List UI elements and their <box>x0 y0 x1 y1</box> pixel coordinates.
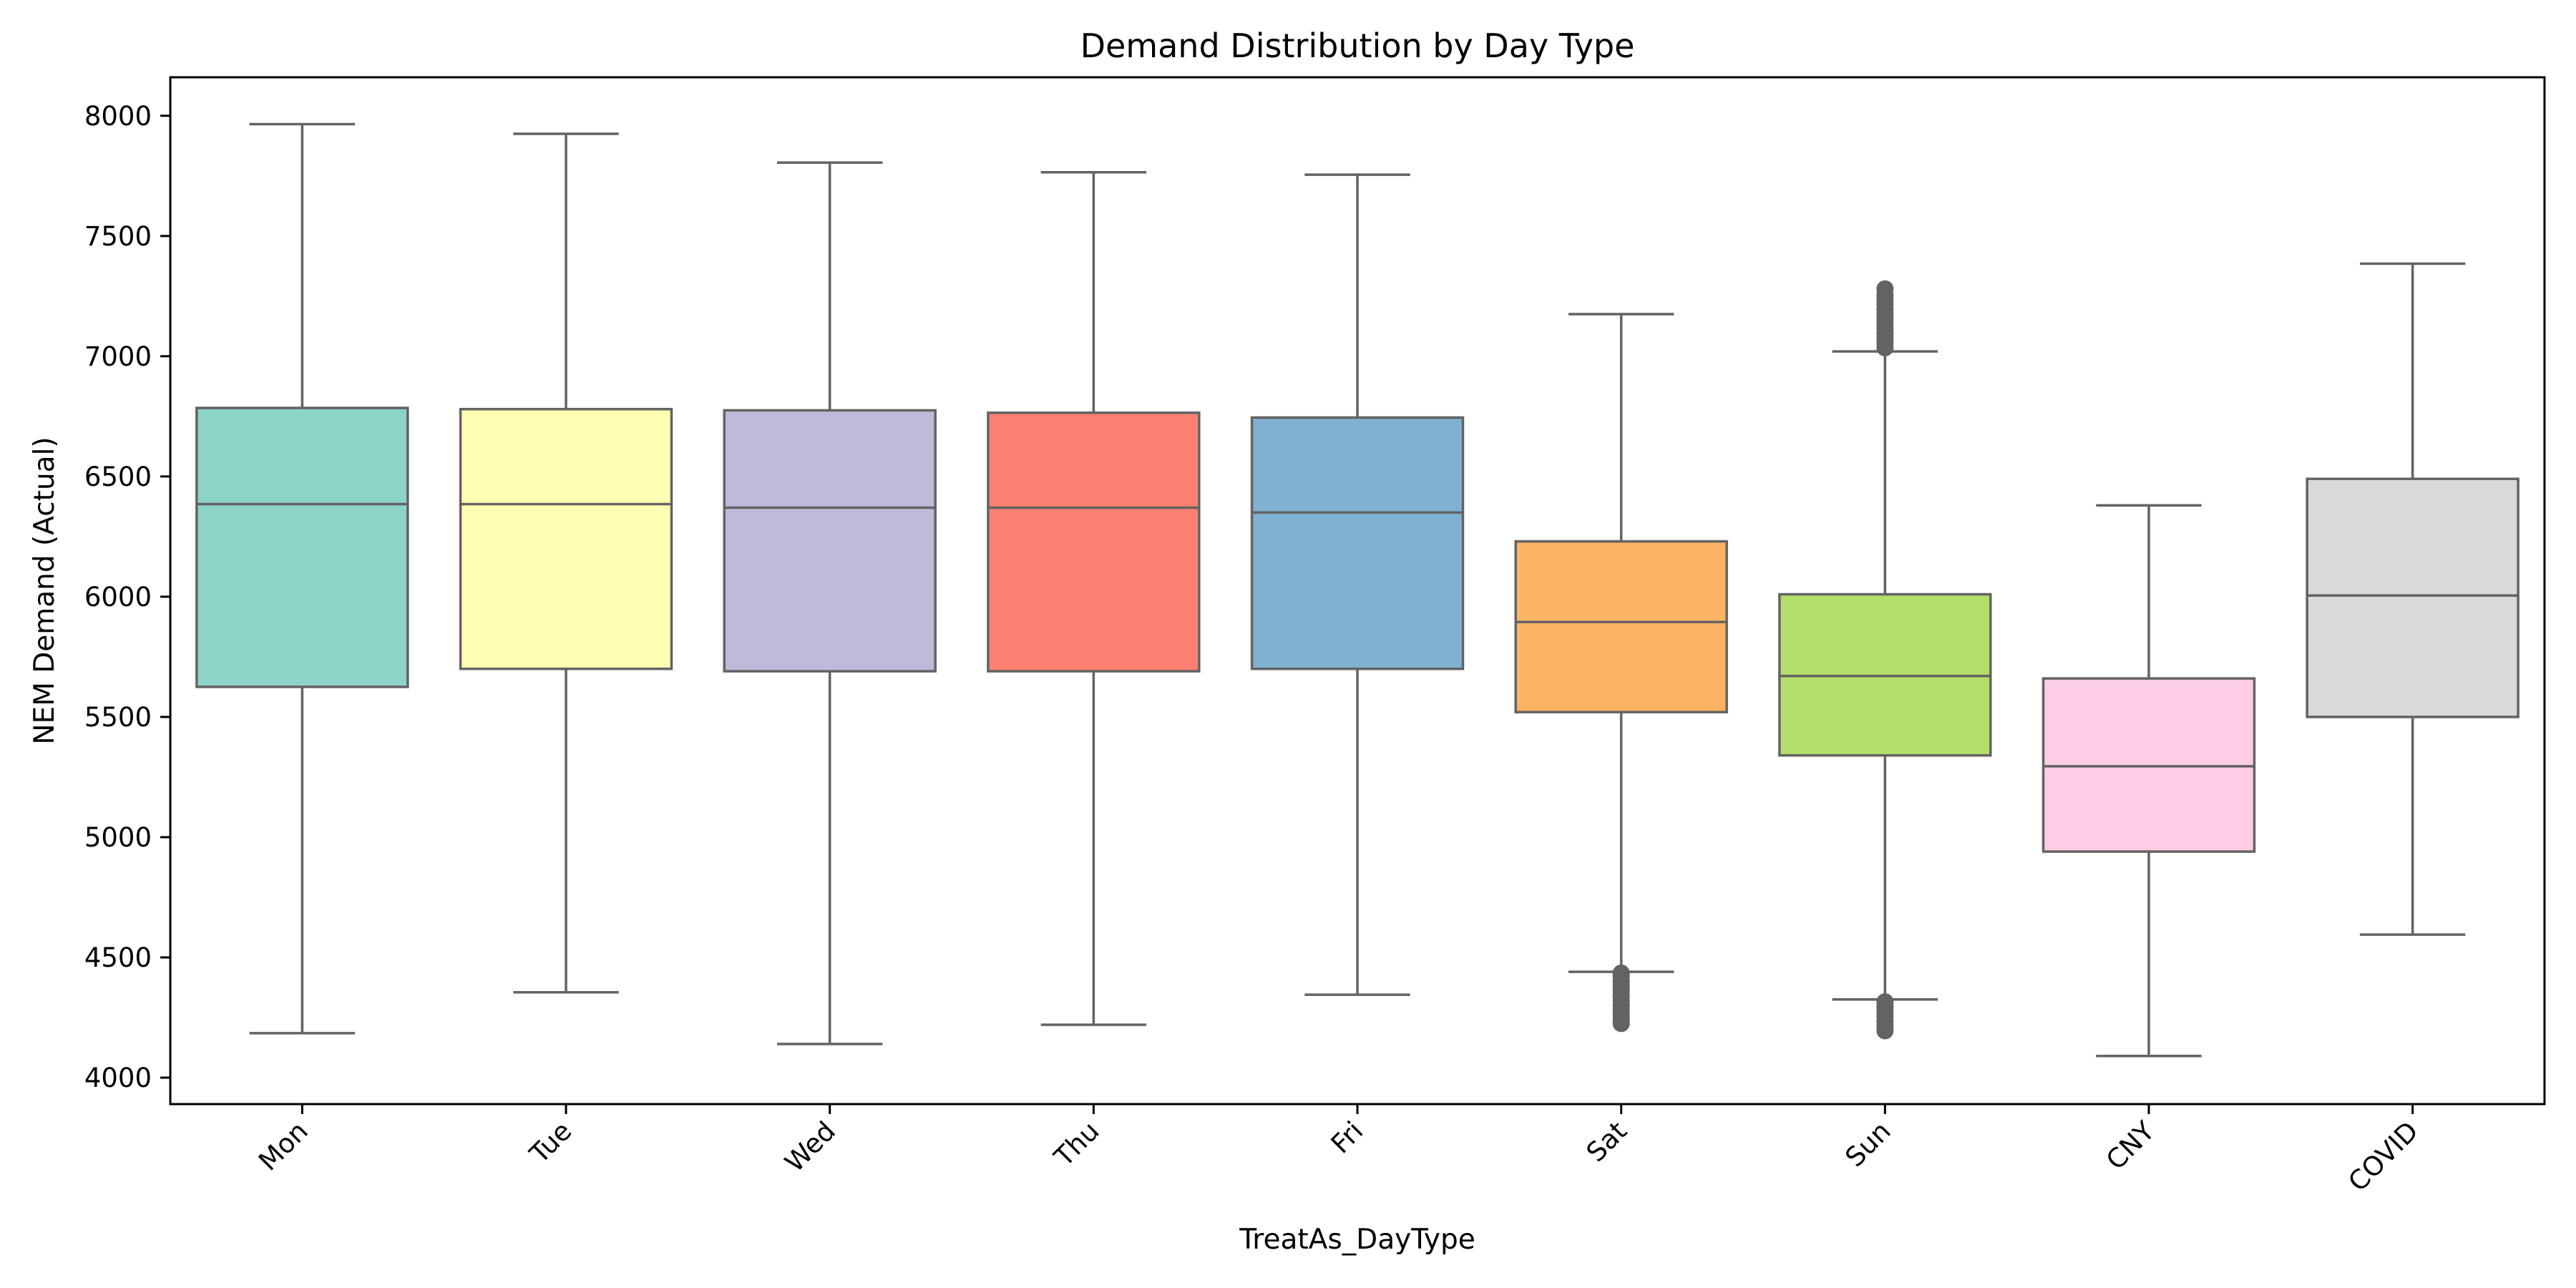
plot-frame <box>169 76 2546 1106</box>
y-tick-label: 4000 <box>84 1063 152 1093</box>
outlier-point <box>1612 964 1630 982</box>
x-axis-label: TreatAs_DayType <box>1239 1224 1475 1256</box>
box-covid <box>2306 262 2519 936</box>
box-sun <box>1778 280 1992 1040</box>
y-tick-label: 6000 <box>84 582 152 613</box>
y-tick-label: 8000 <box>84 101 152 132</box>
iqr-box <box>2306 477 2519 718</box>
box-thu <box>987 170 1201 1026</box>
iqr-box <box>1250 416 1465 670</box>
box-tue <box>459 132 673 994</box>
y-tick-label: 5500 <box>84 702 152 733</box>
iqr-box <box>1514 540 1728 713</box>
outlier-point <box>1876 280 1894 298</box>
iqr-box <box>723 409 937 673</box>
box-sat <box>1514 313 1728 1033</box>
y-axis-label: NEM Demand (Actual) <box>29 436 61 744</box>
y-ticks-layer: 4000 4500 5000 5500 6000 6500 7000 7500 8000 <box>84 101 170 1093</box>
boxes-layer <box>195 122 2519 1058</box>
outlier-point <box>1876 993 1894 1011</box>
iqr-box <box>987 411 1201 673</box>
y-tick-label: 4500 <box>84 942 152 973</box>
box-mon <box>195 122 409 1035</box>
y-tick-label: 5000 <box>84 822 152 853</box>
y-tick-label: 7500 <box>84 221 152 252</box>
y-tick-label: 7000 <box>84 341 152 372</box>
box-fri <box>1250 173 1465 996</box>
chart-title: Demand Distribution by Day Type <box>1080 26 1635 65</box>
box-cny <box>2041 504 2256 1058</box>
iqr-box <box>459 408 673 670</box>
y-tick-label: 6500 <box>84 462 152 492</box>
iqr-box <box>195 406 409 688</box>
box-wed <box>723 161 937 1045</box>
